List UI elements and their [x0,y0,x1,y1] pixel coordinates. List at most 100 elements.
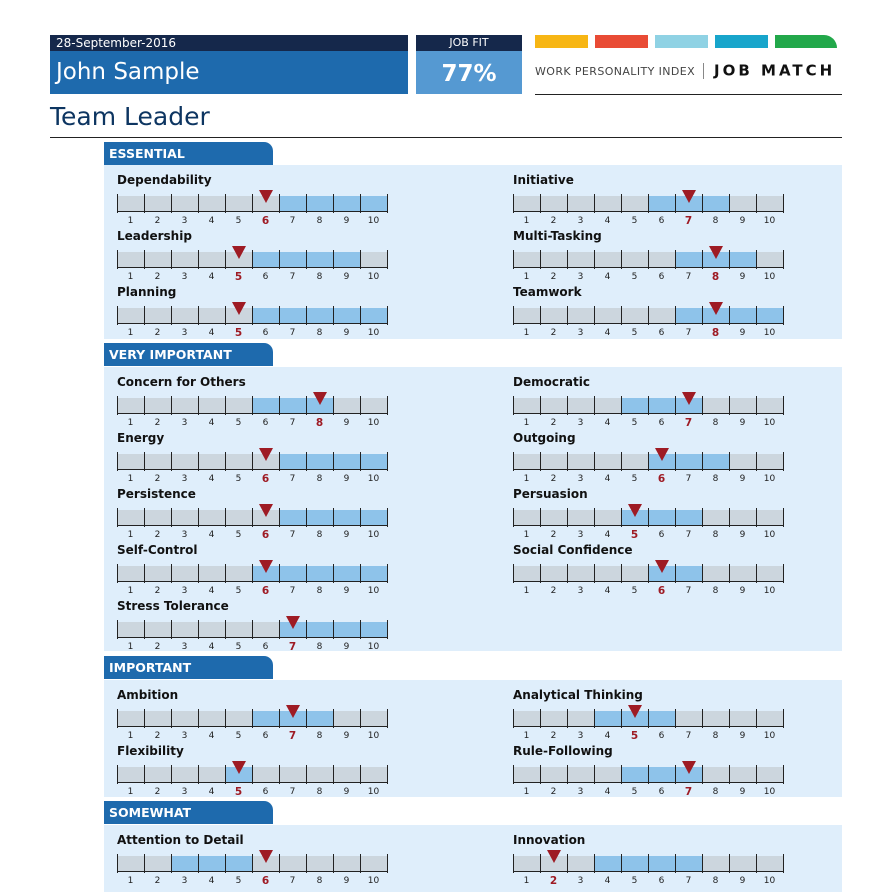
scale-tick [360,194,361,213]
trait-name: Leadership [117,229,192,243]
scale-cell [144,711,171,726]
trait-scale [513,504,784,527]
scale-cell [540,767,567,782]
scale-number: 3 [181,787,188,797]
scale-tick [225,620,226,639]
scale-number: 10 [367,876,380,886]
report-date: 28-September-2016 [50,35,408,51]
trait-scale [117,705,388,728]
trait-item: Initiative 1 2 3 4 5 6 7 8 9 10 [513,173,813,229]
scale-number: 6 [262,731,269,741]
scale-number: 2 [154,328,161,338]
ideal-range-cell [225,856,252,871]
scale-cell [513,767,540,782]
scale-cell [225,622,252,637]
scale-cell [729,566,756,581]
scale-tick [648,396,649,415]
scale-number: 9 [343,272,350,282]
scale-tick [360,250,361,269]
scale-number: 10 [763,418,776,428]
scale-number: 2 [154,216,161,226]
scale-cell [117,510,144,525]
scale-tick [306,765,307,784]
scale-number: 4 [604,272,611,282]
ideal-range-cell [279,510,306,525]
scale-tick [279,452,280,471]
scale-number: 1 [523,787,530,797]
scale-tick [144,564,145,583]
ideal-range-cell [648,856,675,871]
scale-cell [648,308,675,323]
scale-number: 3 [181,876,188,886]
trait-item: Analytical Thinking 1 2 3 4 5 6 7 8 9 10 [513,688,813,744]
scale-tick [360,765,361,784]
scale-tick [252,508,253,527]
scale-number: 8 [316,474,323,484]
brand-stripe-blue [715,35,768,48]
score-marker-icon [654,448,669,461]
trait-name: Initiative [513,173,574,187]
ideal-range-cell [621,398,648,413]
scale-tick [117,564,118,583]
scale-cell [171,622,198,637]
score-value: 7 [684,786,693,798]
scale-number: 10 [367,530,380,540]
scale-tick [333,452,334,471]
scale-cell [540,566,567,581]
scale-number: 4 [604,787,611,797]
scale-tick [513,765,514,784]
scale-number: 9 [739,474,746,484]
scale-tick [333,564,334,583]
scale-tick [675,765,676,784]
scale-number: 6 [658,731,665,741]
score-value: 6 [657,585,666,597]
scale-tick [198,709,199,728]
scale-number: 2 [154,272,161,282]
scale-cell [540,398,567,413]
scale-tick [513,508,514,527]
ideal-range-cell [702,454,729,469]
scale-number: 9 [739,731,746,741]
score-value: 7 [684,417,693,429]
scale-number: 4 [208,328,215,338]
scale-number: 8 [316,272,323,282]
scale-number: 9 [739,418,746,428]
scale-tick [144,396,145,415]
score-marker-icon [708,246,723,259]
scale-number: 5 [631,272,638,282]
scale-tick [513,854,514,873]
scale-cell [225,566,252,581]
scale-number: 1 [127,586,134,596]
scale-tick [648,854,649,873]
scale-number: 10 [763,216,776,226]
trait-item: Dependability 1 2 3 4 5 6 7 8 9 10 [117,173,417,229]
scale-number: 1 [127,216,134,226]
scale-number: 6 [658,216,665,226]
scale-tick [279,564,280,583]
scale-tick [783,765,784,784]
scale-number: 1 [127,731,134,741]
scale-tick [171,250,172,269]
scale-number: 8 [316,642,323,652]
ideal-range-cell [279,252,306,267]
scale-baseline [117,726,388,727]
scale-number: 7 [289,530,296,540]
scale-cell [594,510,621,525]
score-marker-icon [285,705,300,718]
scale-tick [567,508,568,527]
scale-baseline [117,581,388,582]
score-marker-icon [231,246,246,259]
scale-tick [198,508,199,527]
scale-number: 8 [316,876,323,886]
trait-scale [117,246,388,269]
ideal-range-cell [360,622,387,637]
scale-cell [702,398,729,413]
ideal-range-cell [306,711,333,726]
scale-tick [360,306,361,325]
scale-cell [567,566,594,581]
scale-cell [513,252,540,267]
scale-tick [279,250,280,269]
scale-number: 8 [316,328,323,338]
scale-number: 1 [523,216,530,226]
scale-cell [360,252,387,267]
